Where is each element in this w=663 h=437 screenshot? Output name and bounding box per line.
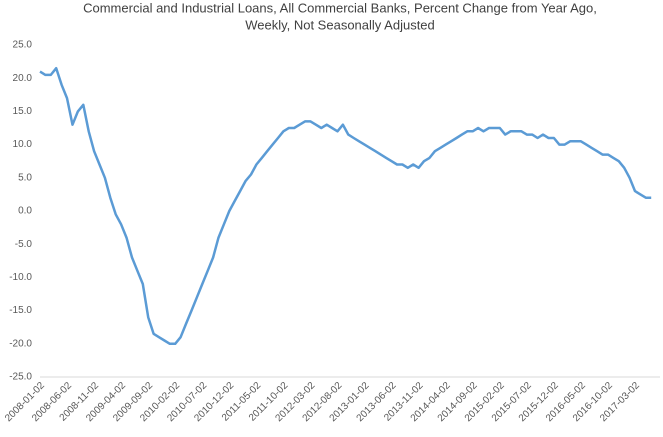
y-tick-label: 10.0	[13, 139, 33, 150]
y-tick-label: -25.0	[9, 372, 32, 383]
y-tick-label: 0.0	[18, 206, 32, 217]
data-line	[39, 66, 652, 346]
y-tick-label: -10.0	[9, 272, 32, 283]
y-tick-label: 20.0	[13, 73, 33, 84]
y-tick-label: -15.0	[9, 305, 32, 316]
y-tick-label: -20.0	[9, 338, 32, 349]
y-tick-label: 5.0	[18, 172, 32, 183]
chart-title: Commercial and Industrial Loans, All Com…	[83, 0, 597, 15]
y-tick-label: 25.0	[13, 40, 33, 51]
y-tick-label: 15.0	[13, 106, 33, 117]
chart-title: Weekly, Not Seasonally Adjusted	[245, 17, 435, 32]
y-tick-label: -5.0	[15, 239, 33, 250]
